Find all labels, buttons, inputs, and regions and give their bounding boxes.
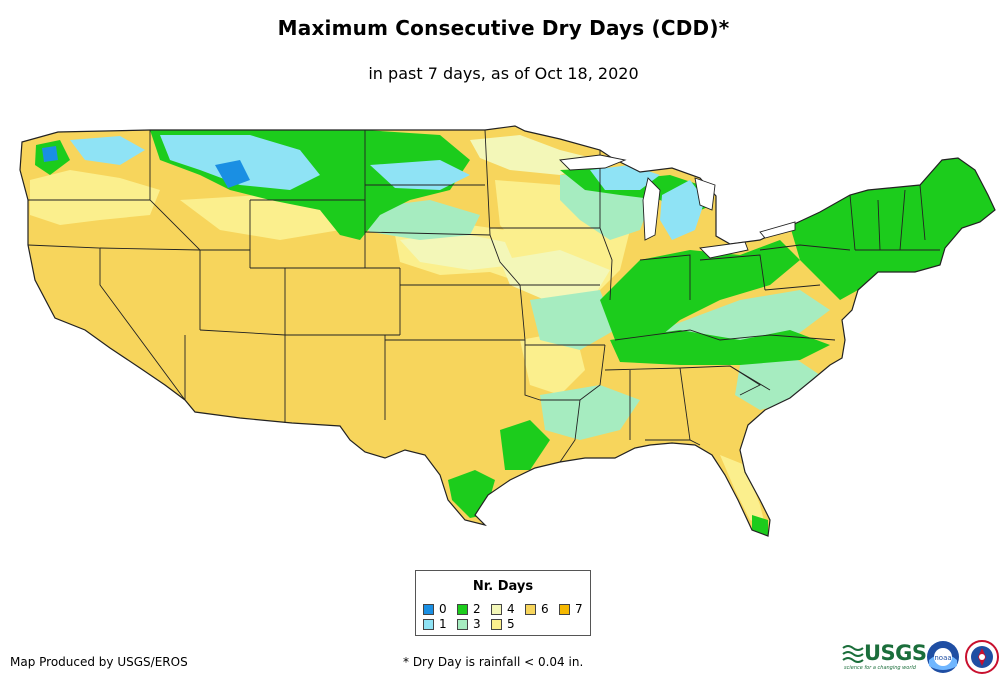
us-dry-days-map <box>0 110 1007 560</box>
legend-label: 1 <box>439 617 447 631</box>
region-2-mid-south <box>610 330 830 365</box>
region-0-montana <box>215 160 250 188</box>
region-1-nd <box>370 160 470 190</box>
region-5-florida <box>720 455 765 525</box>
map-subtitle: in past 7 days, as of Oct 18, 2020 <box>368 64 639 83</box>
region-3-mo <box>530 290 615 350</box>
legend-grid: 0 1 2 3 4 5 6 7 <box>423 602 593 634</box>
legend-swatch <box>491 603 502 615</box>
legend-title: Nr. Days <box>472 579 534 594</box>
region-2-ohio-valley <box>600 240 800 345</box>
legend-item-5: 5 <box>491 617 515 631</box>
legend-item-3: 3 <box>457 617 481 631</box>
map-title: Maximum Consecutive Dry Days (CDD)* <box>277 16 730 40</box>
legend: Nr. Days 0 1 2 3 4 5 6 <box>415 570 591 636</box>
legend-label: 5 <box>507 617 515 631</box>
legend-swatch <box>457 618 468 630</box>
legend-label: 0 <box>439 602 447 616</box>
legend-item-7: 7 <box>559 602 583 616</box>
legend-swatch <box>559 603 570 615</box>
legend-label: 2 <box>473 602 481 616</box>
noaa-logo-text: noaa <box>934 654 951 662</box>
legend-item-2: 2 <box>457 602 481 616</box>
noaa-logo-icon: noaa <box>927 641 959 673</box>
legend-label: 6 <box>541 602 549 616</box>
credit-text: Map Produced by USGS/EROS <box>10 655 188 669</box>
region-2-florida-tip <box>752 515 768 536</box>
great-lakes <box>559 154 796 259</box>
legend-item-0: 0 <box>423 602 447 616</box>
region-0-pnw <box>42 146 58 162</box>
legend-label: 7 <box>575 602 583 616</box>
usgs-wave-icon <box>842 645 864 663</box>
region-2-gulf <box>500 420 550 470</box>
region-1-michigan <box>660 180 705 240</box>
legend-swatch <box>457 603 468 615</box>
nws-logo-icon <box>965 640 999 674</box>
region-5-montana <box>180 195 340 240</box>
region-5-northwest <box>30 170 160 225</box>
region-3-south <box>540 385 640 440</box>
legend-swatch <box>423 603 434 615</box>
legend-label: 4 <box>507 602 515 616</box>
legend-item-1: 1 <box>423 617 447 631</box>
legend-swatch <box>491 618 502 630</box>
legend-label: 3 <box>473 617 481 631</box>
usgs-logo: USGS <box>864 641 927 665</box>
region-1-pnw <box>70 136 145 165</box>
region-2-northeast <box>790 158 995 300</box>
usgs-tagline: science for a changing world <box>844 665 916 671</box>
legend-swatch <box>525 603 536 615</box>
dry-day-note: * Dry Day is rainfall < 0.04 in. <box>403 655 584 669</box>
legend-swatch <box>423 618 434 630</box>
region-4-nebraska <box>400 232 515 270</box>
state-boundaries <box>19 125 996 537</box>
legend-item-6: 6 <box>525 602 549 616</box>
agency-logos: USGS science for a changing world noaa <box>842 638 1002 678</box>
legend-item-4: 4 <box>491 602 515 616</box>
region-4-iowa <box>500 250 610 300</box>
